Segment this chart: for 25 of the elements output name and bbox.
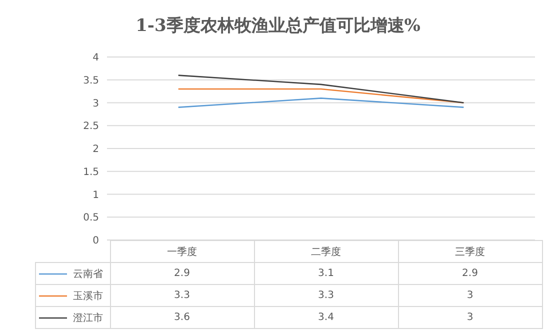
y-tick-label: 0.5 [83, 212, 99, 224]
data-label: 3 [398, 284, 542, 306]
y-tick-label: 3.5 [83, 75, 99, 86]
chart-title: 1-3季度农林牧渔业总产值可比增速% [134, 15, 422, 37]
data-label: 3.1 [254, 262, 398, 284]
data-label: 3 [398, 306, 542, 328]
legend-label: 澄江市 [73, 312, 103, 324]
data-label: 3.3 [254, 284, 398, 306]
data-label: 3.4 [254, 306, 398, 328]
y-tick-label: 2 [92, 144, 99, 156]
x-tick-label: 三季度 [398, 240, 542, 262]
y-tick-label: 1 [92, 190, 99, 201]
legend-label: 云南省 [73, 268, 103, 280]
y-tick-label: 0 [92, 236, 99, 247]
y-tick-label: 1.5 [83, 166, 99, 178]
y-tick-label: 2.5 [83, 121, 99, 132]
data-label: 3.3 [110, 284, 254, 306]
data-label: 2.9 [398, 262, 542, 284]
legend-label: 玉溪市 [73, 290, 103, 302]
data-label: 2.9 [110, 262, 254, 284]
x-tick-label: 一季度 [110, 240, 254, 262]
data-label: 3.6 [110, 306, 254, 328]
y-tick-label: 4 [92, 52, 99, 64]
y-tick-label: 3 [92, 98, 99, 110]
x-tick-label: 二季度 [254, 240, 398, 262]
